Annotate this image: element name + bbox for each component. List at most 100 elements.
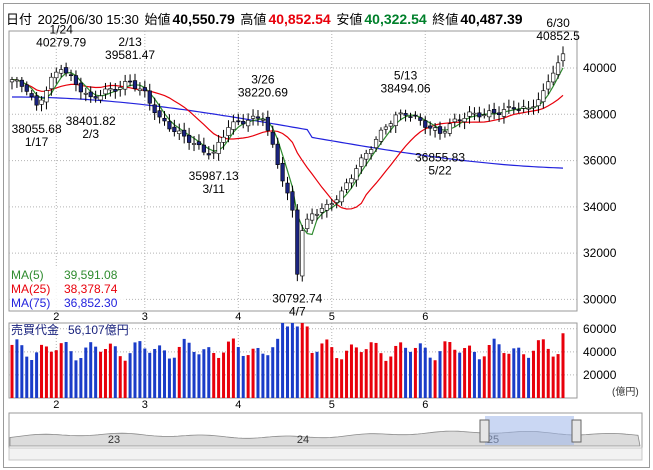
- volume-bar: [330, 347, 334, 398]
- volume-bar: [64, 341, 68, 398]
- candle-body: [29, 93, 34, 98]
- x-tick-label: 2: [53, 311, 59, 323]
- ma75-label: MA(75): [11, 296, 50, 310]
- candle-body: [49, 76, 54, 89]
- candle-body: [113, 89, 118, 92]
- candle-body: [437, 126, 443, 134]
- candle-body: [487, 110, 492, 118]
- volume-bar: [182, 338, 186, 398]
- volume-bar: [44, 346, 48, 398]
- volume-bar: [482, 356, 486, 398]
- annotation-value: 38494.06: [381, 81, 431, 95]
- volume-x-tick-label: 2: [53, 399, 59, 411]
- ma-legend: MA(5) 39,591.08 MA(25) 38,378.74 MA(75) …: [10, 267, 124, 310]
- volume-bar: [138, 341, 142, 398]
- volume-bar: [379, 353, 383, 398]
- open-value: 40,550.79: [172, 11, 235, 27]
- candle-body: [9, 79, 15, 83]
- volume-y-axis: 20000 40000 60000: [583, 322, 617, 382]
- annotation-date: 1/24: [50, 23, 74, 37]
- candle-body: [536, 99, 541, 107]
- candle-body: [265, 116, 270, 131]
- candle-body: [98, 95, 103, 101]
- volume-bar: [384, 360, 388, 398]
- volume-bar: [271, 347, 275, 398]
- candle-body: [44, 90, 49, 103]
- volume-y-tick-label: 40000: [583, 345, 617, 359]
- volume-bar: [477, 359, 481, 398]
- candle-body: [319, 208, 325, 213]
- navigator-left-handle[interactable]: [479, 419, 490, 443]
- navigator-label: 24: [297, 434, 309, 446]
- volume-bar: [556, 354, 560, 398]
- volume-bar: [30, 360, 34, 398]
- volume-bar: [25, 356, 29, 398]
- volume-bar: [472, 351, 476, 398]
- volume-bar: [113, 346, 117, 398]
- volume-bar: [128, 353, 132, 398]
- volume-bar: [133, 342, 137, 398]
- candle-body: [364, 153, 369, 160]
- candle-body: [501, 109, 507, 117]
- candle-body: [231, 121, 236, 130]
- volume-bar: [10, 344, 14, 398]
- volume-bar: [207, 347, 211, 398]
- candle-body: [511, 107, 516, 110]
- annotation-value: 35987.13: [189, 169, 239, 183]
- volume-bar: [40, 344, 44, 398]
- volume-bar: [167, 358, 171, 398]
- annotation-date: 3/11: [202, 182, 225, 196]
- volume-bar: [94, 346, 98, 398]
- candle-body: [521, 106, 526, 109]
- volume-bar: [364, 349, 368, 398]
- candle-body: [24, 84, 29, 92]
- volume-grid: [9, 323, 577, 398]
- volume-bar: [497, 344, 501, 398]
- candle-body: [93, 96, 98, 99]
- navigator-label: 23: [108, 434, 120, 446]
- candle-body: [492, 109, 497, 114]
- annotation-value: 40852.5: [536, 29, 580, 43]
- volume-x-tick-label: 3: [142, 399, 148, 411]
- candle-body: [560, 53, 566, 62]
- volume-bar: [345, 350, 349, 398]
- candle-body: [216, 141, 221, 154]
- navigator-right-handle[interactable]: [571, 419, 582, 443]
- candle-body: [290, 191, 295, 211]
- candle-body: [447, 123, 452, 134]
- candle-body: [196, 141, 202, 146]
- candle-body: [467, 111, 472, 117]
- candle-body: [191, 143, 197, 145]
- volume-bar: [551, 356, 555, 398]
- candle-body: [413, 114, 418, 117]
- volume-bar: [35, 352, 39, 398]
- volume-bar: [300, 323, 304, 398]
- volume-bar: [536, 340, 540, 398]
- candle-body: [462, 118, 467, 123]
- volume-bar: [217, 357, 221, 398]
- volume-bar: [453, 349, 457, 398]
- volume-bar: [468, 345, 472, 398]
- candle-body: [344, 182, 349, 190]
- candle-body: [531, 106, 536, 109]
- volume-bar: [310, 352, 314, 398]
- annotation-date: 5/22: [428, 163, 452, 177]
- close-value: 40,487.39: [460, 11, 523, 27]
- volume-bar: [69, 351, 73, 398]
- volume-bar: [241, 355, 245, 398]
- navigator-scrollbar[interactable]: [8, 447, 643, 461]
- volume-bar: [212, 353, 216, 398]
- volume-bar: [374, 342, 378, 398]
- volume-bar: [197, 354, 201, 398]
- candle-body: [157, 110, 162, 118]
- volume-bar: [448, 342, 452, 398]
- volume-bar: [463, 348, 467, 398]
- volume-bar: [408, 351, 412, 398]
- volume-bar: [428, 357, 432, 398]
- candle-body: [359, 157, 364, 167]
- annotation-value: 38055.68: [12, 122, 62, 136]
- volume-bar: [404, 347, 408, 398]
- volume-bar: [74, 360, 78, 398]
- navigator-selection[interactable]: [485, 416, 574, 445]
